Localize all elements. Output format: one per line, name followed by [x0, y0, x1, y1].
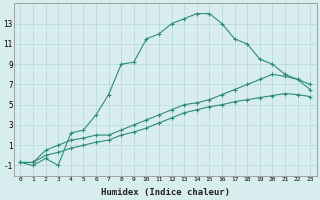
X-axis label: Humidex (Indice chaleur): Humidex (Indice chaleur) [101, 188, 230, 197]
